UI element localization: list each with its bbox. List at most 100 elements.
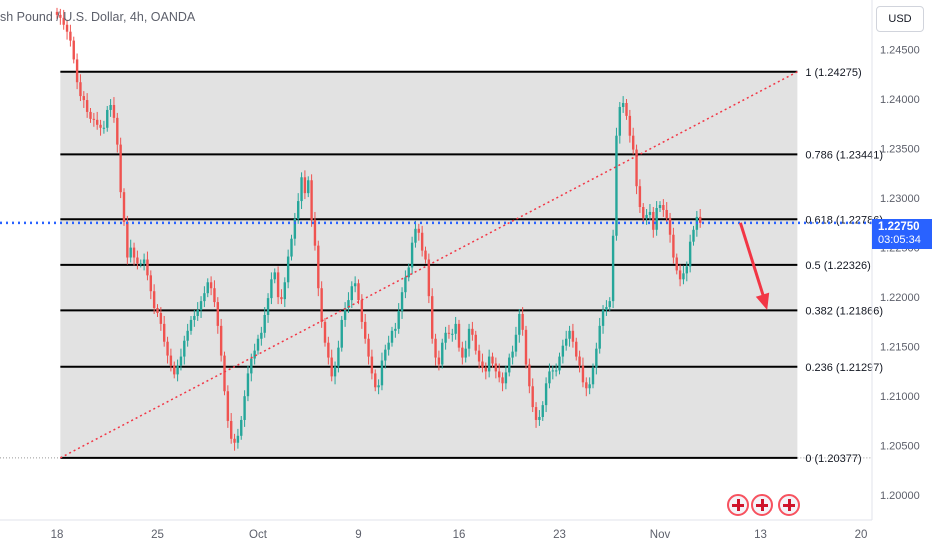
uk-flag-icon[interactable] [727,494,749,516]
event-flags[interactable] [727,494,775,516]
candle-body [183,340,186,357]
candle-body [658,205,662,208]
candle-body [273,272,276,280]
candle-body [99,124,102,128]
candle-body [414,228,417,243]
candle-body [62,17,65,25]
candle-body [394,328,397,331]
candle-body [129,247,132,258]
candle-body [243,396,246,420]
candle-body [307,180,310,194]
candle-body [230,420,233,439]
candle-body [591,367,595,385]
price-tick-label: 1.23500 [880,144,920,156]
candle-body [518,313,521,335]
price-tick-label: 1.21500 [880,342,920,354]
price-tick-label: 1.23000 [880,193,920,205]
candle-body [189,319,193,331]
uk-flag-icon[interactable] [751,494,773,516]
time-tick-label: 25 [151,529,164,541]
candle-body [364,321,367,339]
candle-body [581,365,585,383]
candle-body [615,135,618,236]
candle-body [531,386,534,408]
candle-body [685,266,688,274]
price-tick-label: 1.20500 [880,441,920,453]
fib-level-label: 0.382 (1.21866) [805,305,883,317]
candle-body [662,205,665,210]
candle-body [323,321,327,343]
fib-level-label: 0.618 (1.22786) [805,214,883,226]
fib-level-label: 1 (1.24275) [805,67,861,79]
candle-body [72,40,75,60]
candle-body [163,323,166,342]
candle-body [333,366,337,377]
candle-body [628,115,632,136]
candle-body [642,207,645,218]
currency-button[interactable]: USD [876,6,924,32]
candle-body [504,372,508,384]
candle-body [427,259,431,297]
time-tick-label: Nov [650,529,671,541]
candle-body [283,282,286,300]
candle-body [501,377,504,384]
candle-body [618,106,621,136]
candle-body [367,338,370,357]
time-tick-label: 13 [754,529,767,541]
candle-body [310,180,313,220]
candle-body [605,307,608,311]
candle-body [652,211,655,230]
candle-body [313,219,317,246]
candle-body [370,356,374,374]
candle-body [300,177,303,202]
candle-body [578,356,581,366]
uk-flag-icon[interactable] [778,494,800,516]
candle-body [199,301,203,311]
candle-body [337,347,340,367]
candle-body [92,118,96,120]
candle-body [106,109,109,128]
candle-body [213,288,216,303]
candles [55,7,702,451]
candle-body [350,286,353,301]
candle-body [514,334,518,352]
candle-body [672,234,675,258]
candle-body [668,217,672,235]
candle-body [625,103,628,116]
candle-body [632,135,635,150]
candle-body [233,438,236,443]
candle-body [608,301,611,308]
candle-body [541,405,544,417]
candle-body [219,325,223,356]
candle-body [223,355,226,392]
candle-body [548,371,551,384]
candle-body [377,385,380,388]
fib-lines [0,70,872,459]
candle-body [571,330,575,342]
time-tick-label: Oct [249,529,268,541]
candle-body [524,329,528,365]
candle-body [293,218,297,239]
candle-body [434,338,437,358]
candle-body [176,365,179,375]
candle-body [290,238,293,257]
candle-body [477,350,481,362]
candle-body [209,282,213,289]
candle-body [276,272,280,298]
candle-body [554,370,558,372]
candle-body [119,144,122,193]
candle-body [454,323,457,334]
candle-body [688,241,692,267]
event-flags-2[interactable] [778,494,802,516]
candle-body [457,323,461,348]
candle-body [173,365,176,375]
candle-body [142,259,146,264]
candle-body [89,111,92,119]
candle-body [451,333,454,335]
candle-body [186,330,189,341]
candle-body [410,242,414,268]
candle-body [286,256,290,283]
candle-body [317,245,320,289]
